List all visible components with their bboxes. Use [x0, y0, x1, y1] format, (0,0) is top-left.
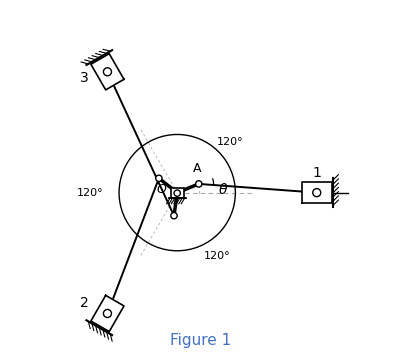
Bar — [170, 188, 183, 198]
Text: 3: 3 — [80, 71, 88, 85]
Text: O: O — [156, 183, 166, 196]
Text: Figure 1: Figure 1 — [170, 333, 231, 348]
Text: $\theta$: $\theta$ — [217, 182, 227, 197]
Polygon shape — [91, 295, 124, 332]
Polygon shape — [91, 54, 124, 90]
Text: 120°: 120° — [216, 137, 243, 147]
Circle shape — [103, 310, 111, 317]
Text: 2: 2 — [80, 296, 88, 310]
Text: 120°: 120° — [204, 251, 230, 261]
Circle shape — [195, 181, 201, 187]
Circle shape — [155, 175, 162, 181]
Circle shape — [312, 189, 320, 197]
Text: 120°: 120° — [77, 188, 103, 198]
Polygon shape — [301, 182, 331, 203]
Circle shape — [174, 190, 180, 196]
Circle shape — [170, 212, 177, 219]
Text: A: A — [192, 163, 200, 176]
Circle shape — [103, 68, 111, 76]
Text: 1: 1 — [312, 165, 320, 180]
